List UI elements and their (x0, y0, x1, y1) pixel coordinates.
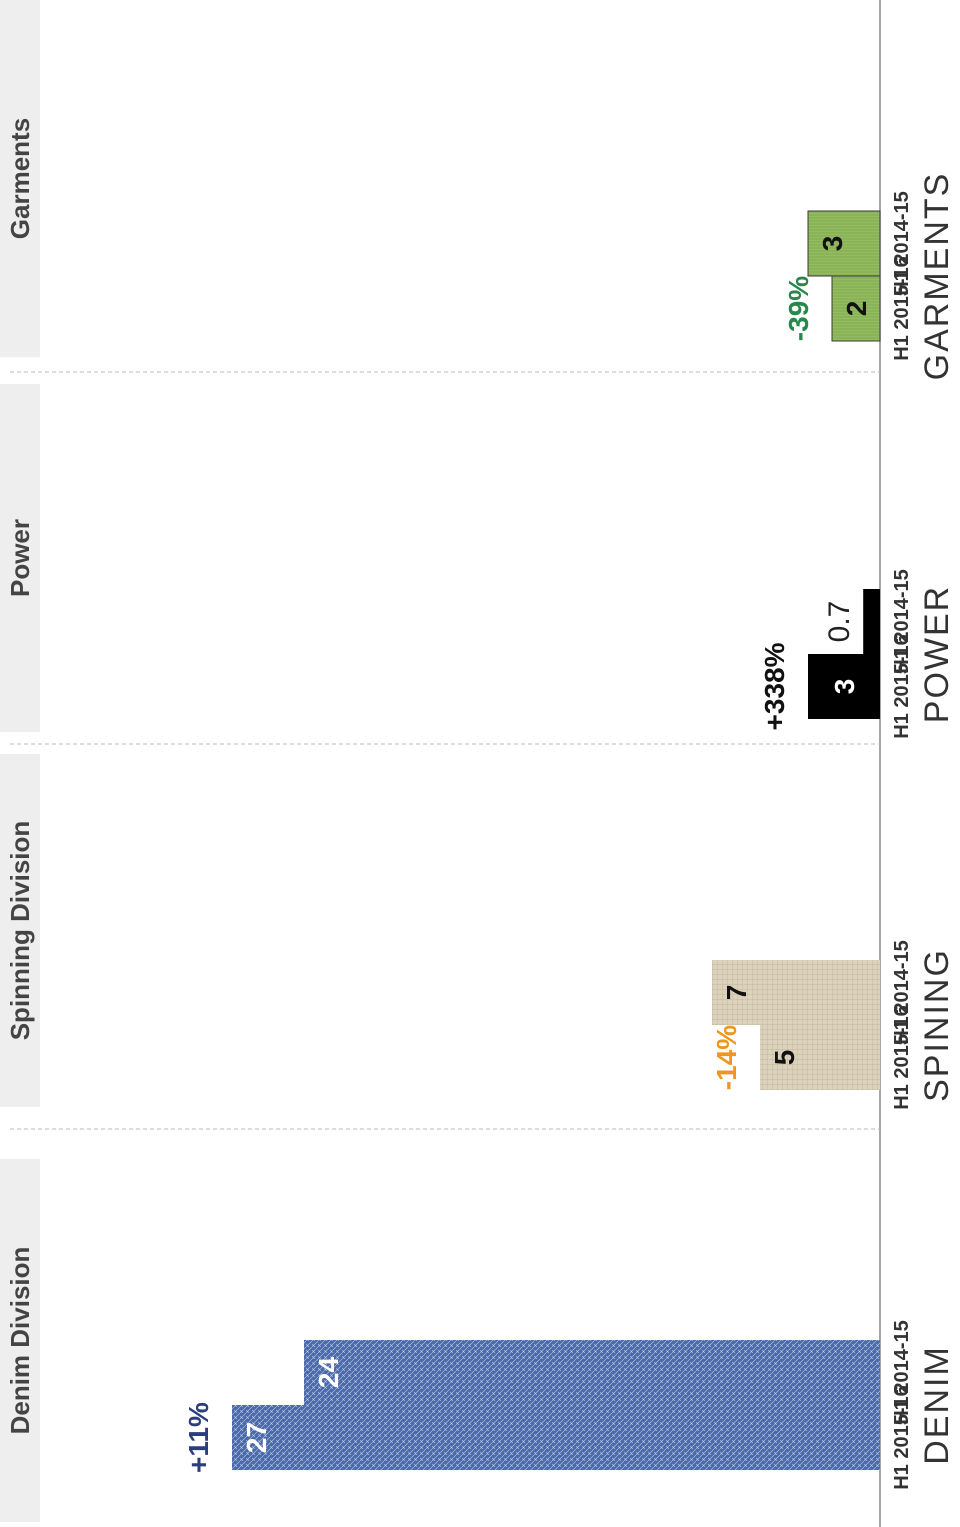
category-label-garments: GARMENTS (918, 172, 956, 381)
change-label-spining: -14% (711, 1025, 742, 1090)
value-label-spining-0: 5 (769, 1050, 800, 1066)
value-label-garments-1: 3 (817, 236, 848, 252)
period-label-garments-0: H1 2015-16 (891, 256, 913, 361)
period-label-spining-0: H1 2015-16 (891, 1005, 913, 1110)
period-label-power-0: H1 2015-16 (891, 634, 913, 739)
period-label-denim-0: H1 2015-16 (891, 1385, 913, 1490)
change-label-denim: +11% (183, 1402, 214, 1473)
value-label-power-1: 0.7 (823, 601, 856, 643)
change-label-power: +338% (759, 642, 790, 730)
category-label-power: POWER (918, 585, 956, 723)
bar-power-1 (863, 589, 881, 654)
value-label-denim-0: 27 (241, 1422, 272, 1453)
bar-garments-1 (807, 210, 881, 277)
bar-power-0 (808, 654, 880, 719)
bar-denim-0 (232, 1405, 880, 1470)
bar-spining-0 (760, 1025, 880, 1090)
category-label-spining: SPINING (918, 948, 956, 1102)
period-label-spining-1: H1 2014-15 (891, 940, 913, 1045)
category-label-denim: DENIM (918, 1345, 956, 1465)
bar-spining-1 (712, 960, 880, 1025)
bar-denim-1 (304, 1340, 880, 1405)
value-label-spining-1: 7 (721, 985, 752, 1001)
value-label-power-0: 3 (829, 679, 860, 695)
value-label-denim-1: 24 (313, 1357, 344, 1389)
period-label-power-1: H1 2014-15 (891, 569, 913, 674)
period-label-denim-1: H1 2014-15 (891, 1320, 913, 1425)
value-label-garments-0: 2 (841, 301, 872, 317)
change-label-garments: -39% (783, 276, 814, 341)
period-label-garments-1: H1 2014-15 (891, 191, 913, 296)
